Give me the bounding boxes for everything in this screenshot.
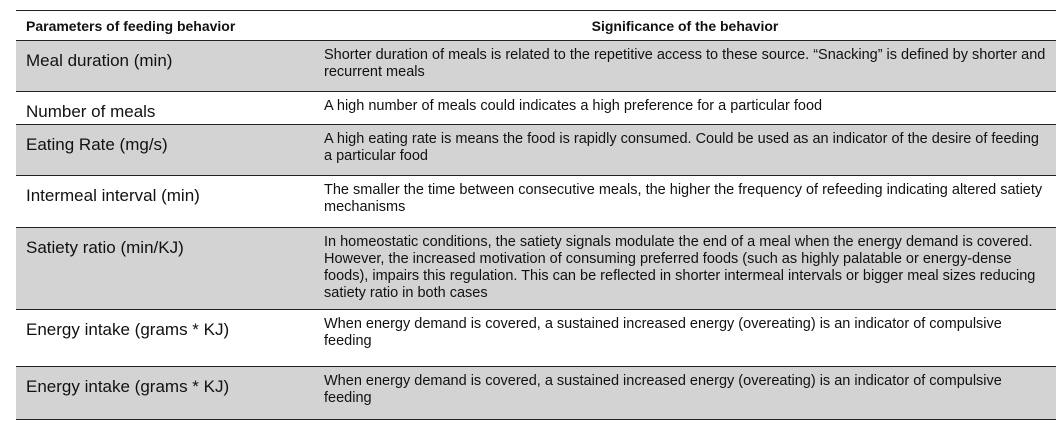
table-row: Intermeal interval (min) The smaller the… <box>16 175 1056 228</box>
header-row: Parameters of feeding behavior Significa… <box>16 10 1056 41</box>
parameter-cell: Energy intake (grams * KJ) <box>16 309 314 367</box>
parameter-cell: Energy intake (grams * KJ) <box>16 366 314 420</box>
parameter-cell: Number of meals <box>16 91 314 125</box>
significance-cell: When energy demand is covered, a sustain… <box>314 309 1056 367</box>
significance-cell: In homeostatic conditions, the satiety s… <box>314 227 1056 310</box>
significance-cell: Shorter duration of meals is related to … <box>314 40 1056 92</box>
parameter-cell: Eating Rate (mg/s) <box>16 124 314 176</box>
header-parameters: Parameters of feeding behavior <box>16 10 314 41</box>
parameter-cell: Intermeal interval (min) <box>16 175 314 228</box>
significance-cell: When energy demand is covered, a sustain… <box>314 366 1056 420</box>
table-row: Number of meals A high number of meals c… <box>16 91 1056 125</box>
table-row: Satiety ratio (min/KJ) In homeostatic co… <box>16 227 1056 310</box>
significance-cell: A high eating rate is means the food is … <box>314 124 1056 176</box>
header-significance: Significance of the behavior <box>314 10 1056 41</box>
feeding-behavior-table-container: Parameters of feeding behavior Significa… <box>16 10 1056 420</box>
significance-cell: The smaller the time between consecutive… <box>314 175 1056 228</box>
table-row: Energy intake (grams * KJ) When energy d… <box>16 366 1056 420</box>
table-row: Energy intake (grams * KJ) When energy d… <box>16 309 1056 367</box>
feeding-behavior-table: Parameters of feeding behavior Significa… <box>16 10 1056 420</box>
significance-cell: A high number of meals could indicates a… <box>314 91 1056 125</box>
parameter-cell: Satiety ratio (min/KJ) <box>16 227 314 310</box>
table-row: Eating Rate (mg/s) A high eating rate is… <box>16 124 1056 176</box>
parameter-cell: Meal duration (min) <box>16 40 314 92</box>
table-row: Meal duration (min) Shorter duration of … <box>16 40 1056 92</box>
